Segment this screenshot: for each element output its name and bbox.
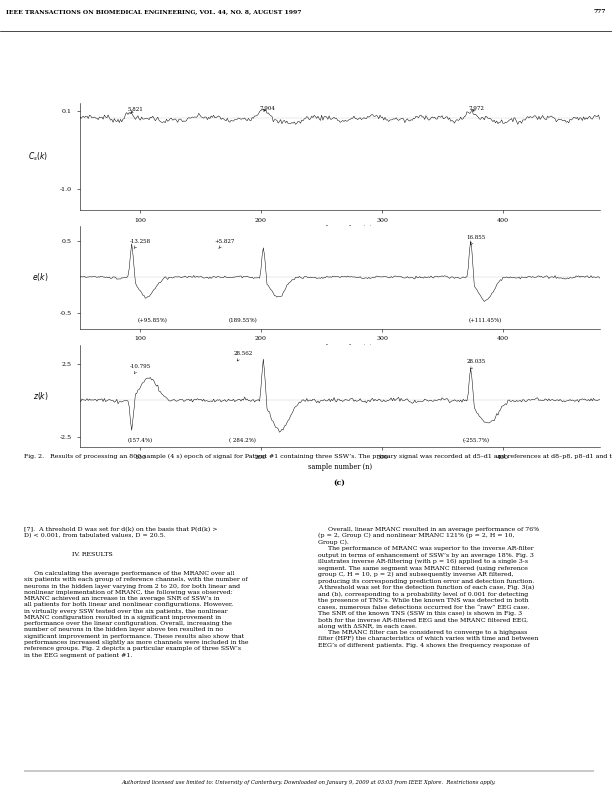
Text: (157.4%): (157.4%) bbox=[127, 437, 152, 443]
Text: 16.855: 16.855 bbox=[467, 235, 486, 245]
Text: +5.827: +5.827 bbox=[215, 238, 235, 249]
Text: [7].  A threshold D was set for d(k) on the basis that P(d(k) >
D) < 0.001, from: [7]. A threshold D was set for d(k) on t… bbox=[24, 527, 249, 657]
Text: Authorized licensed use limited to: University of Canterbury. Downloaded on Janu: Authorized licensed use limited to: Univ… bbox=[122, 779, 496, 785]
X-axis label: sample number (n): sample number (n) bbox=[308, 344, 371, 352]
Text: 7.972: 7.972 bbox=[468, 106, 484, 111]
Text: Overall, linear MRANC resulted in an average performance of 76%
(p = 2, Group C): Overall, linear MRANC resulted in an ave… bbox=[318, 527, 539, 648]
Text: IEEE TRANSACTIONS ON BIOMEDICAL ENGINEERING, VOL. 44, NO. 8, AUGUST 1997: IEEE TRANSACTIONS ON BIOMEDICAL ENGINEER… bbox=[6, 10, 302, 14]
Y-axis label: $z(k)$: $z(k)$ bbox=[32, 390, 48, 402]
Text: (189.55%): (189.55%) bbox=[228, 318, 257, 322]
Y-axis label: $C_s(k)$: $C_s(k)$ bbox=[28, 150, 48, 162]
Y-axis label: $e(k)$: $e(k)$ bbox=[32, 271, 48, 284]
X-axis label: sample number (n): sample number (n) bbox=[308, 225, 371, 234]
Text: (+111.45%): (+111.45%) bbox=[468, 318, 501, 322]
Text: Fig. 2.   Results of processing an 800 sample (4 s) epoch of signal for Patient : Fig. 2. Results of processing an 800 sam… bbox=[24, 454, 612, 459]
Text: (c): (c) bbox=[334, 478, 346, 486]
Text: 7.904: 7.904 bbox=[259, 106, 275, 111]
X-axis label: sample number (n): sample number (n) bbox=[308, 463, 371, 471]
Text: (-255.7%): (-255.7%) bbox=[463, 437, 490, 443]
Text: (b): (b) bbox=[334, 360, 346, 367]
Text: (a): (a) bbox=[334, 242, 346, 250]
Text: -13.258: -13.258 bbox=[130, 238, 151, 249]
Text: -10.795: -10.795 bbox=[129, 364, 151, 374]
Text: 777: 777 bbox=[594, 10, 606, 14]
Text: 5.821: 5.821 bbox=[127, 108, 143, 112]
Text: (+95.85%): (+95.85%) bbox=[137, 318, 167, 322]
Text: 28.562: 28.562 bbox=[233, 351, 253, 361]
Text: 28.035: 28.035 bbox=[467, 359, 486, 369]
Text: ( 284.2%): ( 284.2%) bbox=[230, 437, 256, 443]
